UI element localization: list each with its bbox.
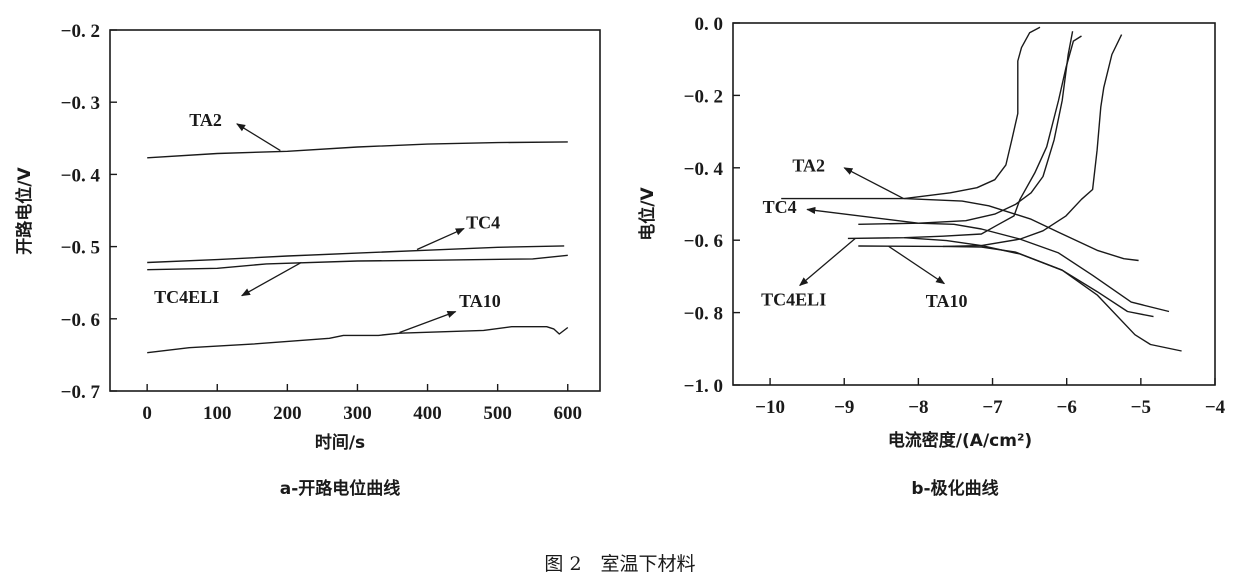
x-tick-label: −9 bbox=[834, 397, 854, 418]
x-tick-label: −7 bbox=[982, 397, 1003, 418]
x-tick-label: 200 bbox=[273, 403, 302, 424]
annotation-label-tc4eli: TC4ELI bbox=[154, 287, 219, 307]
y-tick-label: −0. 7 bbox=[61, 382, 101, 403]
y-axis-title: 开路电位/V bbox=[14, 166, 35, 254]
x-tick-label: −10 bbox=[755, 397, 785, 418]
x-tick-label: −5 bbox=[1131, 397, 1151, 418]
series-line-cathodic-ta10 bbox=[942, 245, 1182, 352]
series-line-ta2 bbox=[147, 141, 568, 159]
x-tick-label: 600 bbox=[554, 403, 583, 424]
y-axis-title: 电位/V bbox=[637, 186, 658, 240]
series-line-ta2 bbox=[781, 26, 1041, 200]
y-tick-label: −0. 6 bbox=[61, 310, 100, 331]
y-tick-label: −1. 0 bbox=[684, 376, 723, 397]
y-tick-label: −0. 5 bbox=[61, 238, 100, 259]
annotation-label-tc4: TC4 bbox=[763, 197, 797, 217]
x-axis-title: 时间/s bbox=[315, 432, 365, 453]
x-tick-label: −6 bbox=[1057, 397, 1077, 418]
y-tick-label: −0. 6 bbox=[684, 231, 723, 252]
series-line-cathodic-ta2 bbox=[904, 197, 1139, 262]
y-tick-label: −0. 8 bbox=[684, 304, 723, 325]
x-tick-label: 100 bbox=[203, 403, 232, 424]
y-tick-label: 0. 0 bbox=[695, 14, 724, 35]
annotation-arrow-ta2 bbox=[843, 167, 904, 200]
plot-frame bbox=[732, 22, 1216, 386]
x-tick-label: 500 bbox=[483, 403, 512, 424]
x-tick-label: 0 bbox=[142, 403, 152, 424]
annotation-arrow-ta2 bbox=[236, 123, 281, 152]
series-line-tc4eli bbox=[147, 254, 568, 271]
annotation-label-ta10: TA10 bbox=[926, 291, 968, 311]
annotation-label-tc4: TC4 bbox=[466, 213, 500, 233]
series-line-ta10 bbox=[147, 326, 569, 354]
annotation-arrow-tc4 bbox=[416, 227, 465, 251]
series-line-tc4 bbox=[858, 31, 1074, 225]
annotation-label-tc4eli: TC4ELI bbox=[761, 289, 826, 309]
series-line-tc4 bbox=[147, 245, 565, 264]
series-line-ta10 bbox=[858, 34, 1123, 248]
figure-caption: 图 2 室温下材料 bbox=[544, 553, 696, 575]
annotation-arrow-tc4eli bbox=[799, 237, 856, 287]
annotation-arrow-tc4 bbox=[806, 206, 919, 224]
x-tick-label: −8 bbox=[908, 397, 928, 418]
annotation-arrow-ta10 bbox=[399, 310, 457, 334]
y-tick-label: −0. 2 bbox=[61, 21, 100, 42]
y-tick-label: −0. 3 bbox=[61, 93, 100, 114]
y-tick-label: −0. 2 bbox=[684, 86, 723, 107]
open-circuit-potential-chart: 0 100 200 300 400 500 600 −0. 2 −0. 3 −0. 4 −0. 5 −… bbox=[14, 21, 601, 453]
x-tick-label: 400 bbox=[413, 403, 442, 424]
annotation-label-ta10: TA10 bbox=[459, 291, 501, 311]
caption-polarization: b-极化曲线 bbox=[911, 479, 999, 499]
series-line-cathodic-tc4 bbox=[918, 222, 1170, 313]
caption-open-circuit-potential: a-开路电位曲线 bbox=[279, 479, 401, 499]
y-tick-label: −0. 4 bbox=[61, 165, 101, 186]
x-tick-label: 300 bbox=[343, 403, 372, 424]
series-line-tc4eli bbox=[847, 35, 1082, 240]
annotation-label-ta2: TA2 bbox=[792, 155, 825, 175]
x-axis-title: 电流密度/(A/cm²) bbox=[888, 430, 1032, 451]
annotation-label-ta2: TA2 bbox=[189, 110, 222, 130]
plot-frame bbox=[109, 29, 601, 392]
polarization-chart: −10 −9 −8 −7 −6 −5 −4 0. 0 −0. 2 −0. 4 −0. 6 −0. 8 −… bbox=[637, 14, 1226, 451]
y-tick-label: −0. 4 bbox=[684, 159, 724, 180]
x-tick-label: −4 bbox=[1205, 397, 1226, 418]
annotation-arrow-ta10 bbox=[888, 245, 946, 285]
annotation-arrow-tc4eli bbox=[240, 261, 302, 297]
